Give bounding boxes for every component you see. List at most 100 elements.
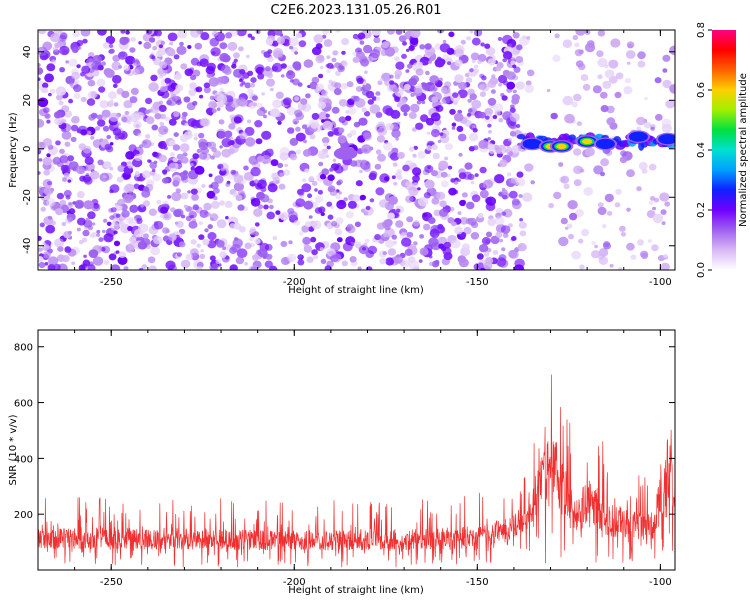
noise-blob	[165, 229, 170, 233]
x-tick-label: -100	[649, 277, 672, 288]
noise-blob	[233, 116, 242, 124]
noise-blob	[185, 215, 192, 222]
noise-blob	[442, 54, 449, 60]
noise-blob	[379, 78, 384, 82]
noise-blob	[205, 66, 215, 75]
noise-blob	[230, 169, 236, 175]
noise-blob	[169, 41, 174, 46]
noise-blob	[515, 124, 521, 128]
noise-blob	[61, 221, 67, 227]
noise-blob	[126, 154, 130, 158]
noise-blob	[364, 110, 371, 117]
noise-blob	[495, 149, 501, 155]
noise-blob	[303, 200, 314, 210]
noise-blob	[41, 241, 46, 246]
colorbar-tick-label: 0.0	[696, 262, 707, 278]
noise-blob	[123, 266, 129, 270]
noise-blob	[326, 69, 331, 74]
noise-blob	[477, 53, 487, 62]
noise-blob	[277, 162, 284, 169]
noise-blob	[303, 245, 313, 253]
colorbar-label: Normalized spectral amplitude	[738, 73, 749, 227]
noise-blob	[83, 254, 87, 258]
noise-blob	[361, 107, 367, 113]
noise-blob	[168, 140, 176, 147]
noise-blob	[650, 126, 655, 131]
noise-blob	[288, 240, 293, 245]
noise-blob	[194, 121, 200, 127]
noise-blob	[501, 247, 506, 252]
noise-blob	[50, 188, 55, 192]
noise-blob	[394, 96, 401, 103]
noise-blob	[478, 244, 489, 253]
noise-blob	[158, 154, 167, 163]
spectrogram-y-axis-label: Frequency (Hz)	[8, 112, 19, 188]
noise-blob	[393, 255, 403, 264]
noise-blob	[138, 223, 149, 233]
noise-blob	[444, 143, 453, 151]
noise-blob	[123, 64, 131, 71]
noise-blob	[279, 146, 290, 156]
noise-blob	[145, 30, 152, 35]
noise-blob	[207, 232, 217, 241]
noise-blob	[379, 258, 387, 265]
noise-blob	[624, 77, 632, 84]
noise-blob	[476, 253, 484, 260]
noise-blob	[162, 169, 168, 175]
noise-blob	[487, 97, 497, 106]
noise-blob	[136, 112, 145, 120]
noise-blob	[417, 197, 429, 207]
noise-blob	[394, 56, 400, 62]
noise-blob	[219, 52, 230, 62]
noise-blob	[430, 129, 440, 138]
noise-blob	[479, 166, 487, 174]
noise-blob	[383, 141, 393, 151]
noise-blob	[337, 65, 345, 73]
noise-blob	[415, 68, 424, 76]
noise-blob	[412, 127, 417, 132]
noise-blob	[94, 126, 101, 131]
snr-y-axis-label: SNR (10 * v/v)	[8, 414, 19, 485]
noise-blob	[218, 119, 225, 125]
noise-blob	[124, 183, 135, 193]
noise-blob	[395, 137, 399, 141]
noise-blob	[615, 188, 622, 195]
noise-blob	[458, 258, 469, 268]
noise-blob	[294, 51, 298, 55]
noise-blob	[248, 265, 259, 270]
noise-blob	[371, 30, 381, 36]
noise-blob	[464, 162, 473, 170]
noise-blob	[108, 91, 117, 100]
noise-blob	[560, 175, 570, 184]
noise-blob	[87, 211, 96, 220]
noise-blob	[580, 168, 585, 173]
noise-blob	[47, 215, 53, 220]
noise-blob	[298, 231, 304, 236]
noise-blob	[546, 88, 551, 93]
noise-blob	[410, 30, 421, 38]
noise-blob	[600, 91, 608, 99]
noise-blob	[256, 155, 265, 163]
noise-blob	[119, 36, 129, 46]
noise-blob	[54, 116, 64, 126]
noise-blob	[38, 256, 44, 263]
noise-blob	[337, 135, 347, 144]
noise-blob	[295, 132, 306, 142]
noise-blob	[408, 186, 419, 197]
noise-blob	[160, 40, 165, 45]
noise-blob	[439, 132, 444, 136]
noise-blob	[320, 212, 325, 217]
noise-blob	[150, 246, 161, 256]
noise-blob	[116, 176, 124, 183]
noise-blob	[69, 82, 73, 86]
x-tick-label: -100	[649, 577, 672, 588]
noise-blob	[250, 197, 261, 207]
noise-blob	[238, 226, 246, 233]
noise-blob	[395, 30, 403, 35]
noise-blob	[213, 196, 218, 201]
noise-blob	[236, 30, 247, 37]
noise-blob	[48, 92, 52, 97]
noise-blob	[303, 59, 314, 68]
noise-blob	[70, 124, 79, 132]
noise-blob	[643, 121, 652, 129]
